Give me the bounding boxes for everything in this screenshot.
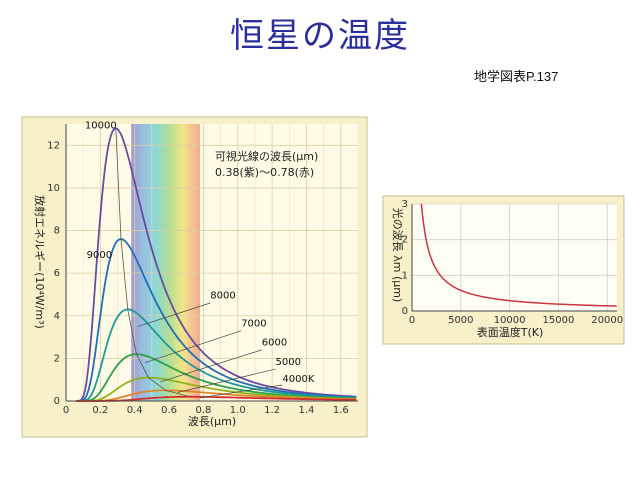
main-curve-4000 [76,395,357,402]
source-reference: 地学図表P.137 [474,69,559,84]
peak-locus-line [115,128,190,398]
inset-y-tick-label: 3 [402,199,408,210]
main-y-axis-label: 放射エネルギー(10⁴W/m³) [33,195,47,329]
curve-leader-line [177,368,276,393]
inset-y-tick-label: 2 [402,235,408,246]
inset-x-tick-label: 15000 [543,315,575,326]
main-y-tick-label: 2 [54,353,60,364]
main-curve-8000 [76,308,357,402]
main-y-tick-label: 12 [47,140,60,151]
inset-x-tick-label: 0 [409,315,415,326]
annotation-line-2: 0.38(紫)～0.78(赤) [215,166,314,179]
visible-light-band [131,124,200,401]
curve-leader-line [138,302,211,327]
curve-label-8000: 8000 [210,291,235,302]
main-x-tick-label: 0.8 [195,405,211,416]
main-x-tick-label: 0.2 [92,405,108,416]
main-y-tick-label: 0 [54,396,60,407]
curve-label-5000: 5000 [276,357,301,368]
curve-leader-line [160,349,262,383]
main-x-tick-label: 1.2 [264,405,280,416]
curve-leader-line [144,330,242,363]
curve-label-9000: 9000 [87,250,112,261]
inset-plot-area [412,204,617,311]
main-x-tick-label: 1.4 [299,405,315,416]
main-x-tick-label: 0.6 [161,405,177,416]
curve-leader-line [199,384,283,399]
main-plot-area [66,124,358,401]
curve-label-6000: 6000 [262,338,287,349]
main-x-tick-label: 0.4 [127,405,143,416]
page-title: 恒星の温度 [230,16,410,56]
main-y-tick-label: 10 [47,183,60,194]
inset-curve [420,203,617,307]
main-y-tick-label: 6 [54,268,60,279]
inset-x-tick-label: 10000 [494,315,526,326]
main-x-tick-label: 1.0 [230,405,246,416]
main-y-tick-label: 8 [54,226,60,237]
main-y-tick-label: 4 [54,311,60,322]
main-x-tick-label: 1.6 [333,405,349,416]
curve-label-7000: 7000 [241,318,266,329]
inset-y-axis-label: 光の波長 λm (μm) [391,208,405,303]
inset-x-tick-label: 5000 [448,315,473,326]
inset-x-tick-label: 20000 [591,315,623,326]
main-curve-9000 [76,238,357,402]
inset-y-tick-label: 1 [402,270,408,281]
annotation-line-1: 可視光線の波長(μm) [215,149,318,163]
inset-y-tick-label: 0 [402,306,408,317]
main-x-tick-label: 0 [63,405,69,416]
inset-x-axis-label: 表面温度T(K) [477,325,544,339]
main-x-axis-label: 波長(μm) [188,415,236,428]
curve-label-10000: 10000 [85,120,117,131]
curve-label-4000: 4000K [282,374,314,385]
